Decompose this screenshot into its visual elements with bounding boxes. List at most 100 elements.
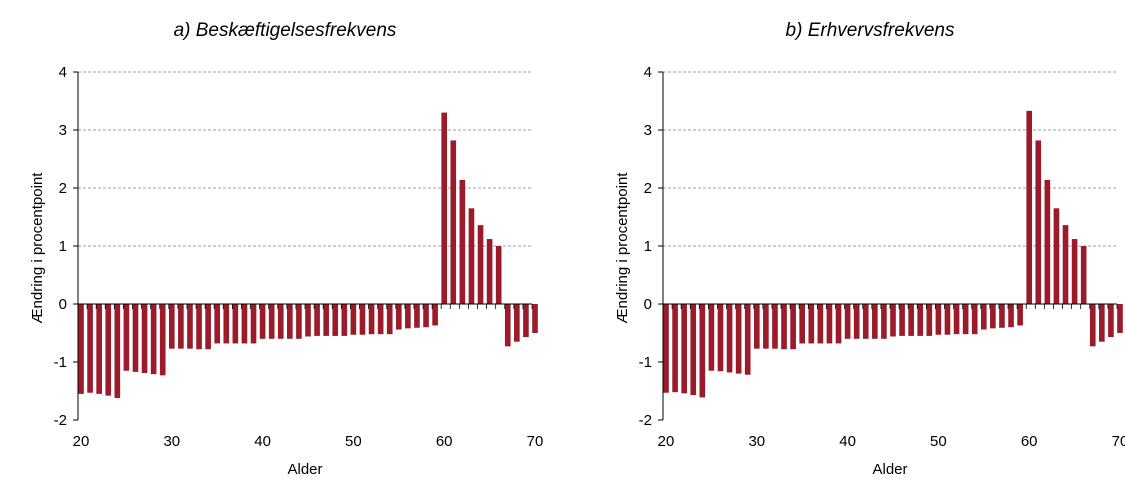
bar — [1117, 304, 1123, 333]
bar — [386, 304, 393, 335]
bar — [359, 304, 366, 335]
bar — [781, 304, 787, 350]
bar — [178, 304, 184, 349]
bar — [423, 304, 429, 328]
bar — [980, 304, 987, 330]
bar — [468, 208, 475, 304]
bar — [441, 112, 448, 304]
bar — [268, 304, 275, 339]
bar — [287, 304, 293, 339]
x-tick-labels: 20 30 40 50 60 70 — [73, 433, 544, 450]
bar — [105, 304, 112, 396]
bar — [953, 304, 960, 335]
bar — [196, 304, 202, 350]
grid-layer — [78, 71, 532, 247]
y-tick-label: -1 — [54, 354, 67, 371]
bar — [935, 304, 942, 335]
bar — [187, 304, 193, 349]
y-tick-label: -2 — [639, 412, 652, 429]
bar — [726, 304, 733, 373]
y-tick-label: 4 — [644, 64, 652, 81]
bar — [368, 304, 375, 335]
bar — [926, 304, 933, 336]
x-tick-label: 20 — [658, 433, 675, 450]
axis-layer — [73, 71, 533, 421]
bar — [753, 304, 760, 349]
x-tick-label: 20 — [73, 433, 90, 450]
bar — [1071, 239, 1078, 304]
bar — [772, 304, 778, 349]
bar-layer — [663, 110, 1123, 398]
bar — [305, 304, 311, 337]
bar — [890, 304, 896, 337]
bar — [141, 304, 148, 374]
axis-layer — [658, 71, 1118, 421]
bar — [899, 304, 905, 336]
bar — [296, 304, 302, 339]
bar — [350, 304, 357, 335]
bar — [808, 304, 815, 344]
bar — [514, 304, 520, 342]
bar — [241, 304, 248, 344]
y-tick-label: 4 — [59, 64, 67, 81]
y-tick-label: 3 — [59, 122, 67, 139]
bar — [999, 304, 1005, 328]
bar — [817, 304, 824, 344]
x-tick-label: 40 — [254, 433, 271, 450]
y-axis-label: Ændring i procentpoint — [29, 172, 46, 324]
y-tick-label: 1 — [59, 238, 67, 255]
chart-title: a) Beskæftigelsesfrekvens — [174, 20, 397, 41]
bar — [250, 304, 257, 344]
bar — [341, 304, 348, 336]
bar — [159, 304, 166, 376]
bar — [277, 304, 284, 339]
bar — [477, 225, 484, 304]
bar — [1108, 304, 1114, 338]
bar — [1099, 304, 1105, 342]
y-tick-labels: 4 3 2 1 0 -1 -2 — [54, 64, 67, 429]
y-tick-label: 1 — [644, 238, 652, 255]
bar — [450, 140, 457, 304]
bar — [872, 304, 878, 339]
chart-panel-b: b) Erhvervsfrekvens Alder Ændring i proc… — [614, 20, 1125, 478]
bar — [708, 304, 715, 371]
y-tick-label: 2 — [59, 180, 67, 197]
y-tick-label: 0 — [644, 296, 652, 313]
bar — [395, 304, 402, 330]
bar — [432, 304, 438, 326]
x-tick-label: 50 — [930, 433, 947, 450]
chart-panel-a: a) Beskæftigelsesfrekvens Alder Ændring … — [29, 20, 544, 478]
bar — [881, 304, 887, 339]
bar — [459, 179, 466, 304]
bar — [150, 304, 157, 375]
bar — [1089, 304, 1096, 347]
bar — [853, 304, 860, 339]
bar — [332, 304, 339, 336]
x-axis-label: Alder — [287, 461, 322, 478]
x-tick-label: 70 — [527, 433, 544, 450]
bar — [699, 304, 706, 398]
bar — [205, 304, 211, 350]
bar — [1053, 208, 1060, 304]
x-tick-label: 70 — [1112, 433, 1125, 450]
bar — [835, 304, 842, 344]
bar — [214, 304, 221, 344]
bar — [1080, 246, 1087, 304]
bar — [132, 304, 139, 372]
bar — [663, 304, 669, 393]
bar — [908, 304, 914, 336]
bar — [168, 304, 175, 349]
bar — [96, 304, 102, 394]
x-tick-labels: 20 30 40 50 60 70 — [658, 433, 1125, 450]
bar — [1026, 110, 1033, 304]
x-tick-label: 60 — [436, 433, 453, 450]
bar — [672, 304, 678, 393]
y-tick-label: -1 — [639, 354, 652, 371]
bar — [532, 304, 538, 333]
bar — [323, 304, 329, 336]
bar — [259, 304, 266, 339]
y-tick-label: 2 — [644, 180, 652, 197]
bar — [1044, 179, 1051, 304]
bar — [1017, 304, 1023, 326]
